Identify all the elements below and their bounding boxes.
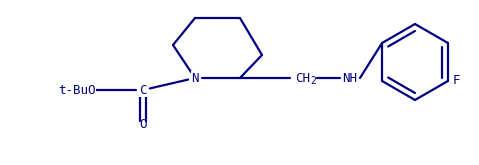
Text: 2: 2 [310,76,316,86]
Text: t-BuO: t-BuO [58,83,95,97]
Text: O: O [139,118,147,132]
Text: F: F [453,75,460,87]
Text: N: N [191,71,199,84]
Text: NH: NH [342,71,357,84]
Text: CH: CH [295,71,310,84]
Text: C: C [139,83,147,97]
